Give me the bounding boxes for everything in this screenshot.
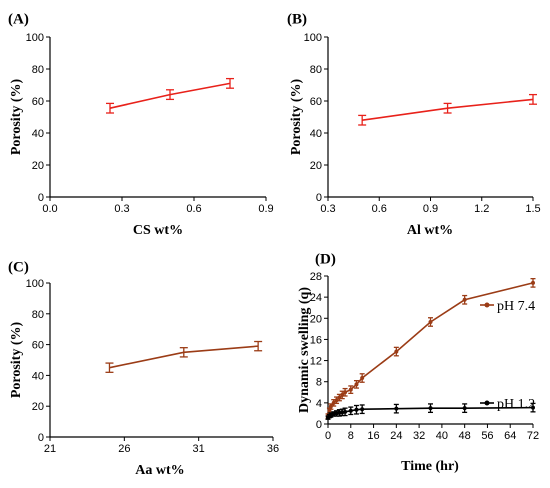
y-tick-label: 20 bbox=[310, 160, 322, 172]
panel-label: (C) bbox=[8, 259, 29, 275]
series-0 bbox=[358, 93, 537, 126]
y-axis-label: Porosity (%) bbox=[9, 321, 24, 398]
y-tick-label: 28 bbox=[310, 271, 322, 283]
y-tick-label: 0 bbox=[38, 432, 44, 444]
panel-label: (A) bbox=[8, 11, 29, 27]
legend-marker bbox=[484, 400, 490, 406]
x-tick-label: 0.3 bbox=[114, 203, 129, 215]
x-tick-label: 16 bbox=[367, 430, 379, 442]
x-axis-label: Aa wt% bbox=[135, 463, 184, 478]
x-tick-label: 8 bbox=[348, 430, 354, 442]
panel-a: (A) 0.0 0.3 0.6 0.9 0 20 40 60 80 100 CS wt% Porosit… bbox=[8, 11, 274, 238]
data-point bbox=[348, 387, 353, 392]
legend-label: pH 1.2 bbox=[497, 397, 535, 412]
data-point bbox=[394, 406, 399, 411]
x-tick-label: 40 bbox=[436, 430, 448, 442]
x-tick-label: 0.0 bbox=[42, 203, 57, 215]
y-tick-label: 80 bbox=[32, 309, 44, 321]
y-tick-label: 16 bbox=[310, 334, 322, 346]
data-point bbox=[428, 319, 433, 324]
x-tick-label: 0.9 bbox=[423, 203, 438, 215]
panel-label: (D) bbox=[315, 251, 336, 267]
y-tick-label: 20 bbox=[310, 313, 322, 325]
y-tick-label: 60 bbox=[32, 96, 44, 108]
data-point bbox=[428, 406, 433, 411]
x-axis-label: Al wt% bbox=[407, 223, 453, 238]
y-tick-label: 20 bbox=[32, 401, 44, 413]
y-tick-label: 100 bbox=[26, 278, 44, 290]
x-tick-label: 56 bbox=[481, 430, 493, 442]
series-ph-7-4: pH 7.4 bbox=[325, 277, 536, 419]
x-tick-label: 32 bbox=[413, 430, 425, 442]
panel-b: (B) 0.3 0.6 0.9 1.2 1.5 0 20 40 60 80 100 Al wt% Poro… bbox=[287, 11, 541, 238]
y-tick-label: 80 bbox=[32, 64, 44, 76]
x-axis-label: CS wt% bbox=[133, 223, 183, 238]
data-point bbox=[462, 297, 467, 302]
x-tick-label: 24 bbox=[390, 430, 402, 442]
x-tick-label: 0.9 bbox=[258, 203, 273, 215]
data-point bbox=[343, 390, 348, 395]
series-0 bbox=[105, 340, 263, 373]
data-point bbox=[531, 280, 535, 285]
y-tick-label: 100 bbox=[26, 32, 44, 44]
y-tick-label: 40 bbox=[32, 370, 44, 382]
y-tick-label: 60 bbox=[310, 96, 322, 108]
x-tick-label: 31 bbox=[193, 443, 205, 455]
y-tick-label: 80 bbox=[310, 64, 322, 76]
y-axis-label: Porosity (%) bbox=[9, 78, 24, 155]
data-point bbox=[360, 407, 365, 412]
y-tick-label: 24 bbox=[310, 292, 322, 304]
x-tick-label: 0 bbox=[325, 430, 331, 442]
panel-label: (B) bbox=[287, 11, 307, 27]
x-tick-label: 26 bbox=[118, 443, 130, 455]
data-point bbox=[348, 408, 353, 413]
x-tick-label: 0.3 bbox=[320, 203, 335, 215]
y-tick-label: 40 bbox=[32, 128, 44, 140]
y-tick-label: 0 bbox=[38, 192, 44, 204]
y-tick-label: 20 bbox=[32, 160, 44, 172]
x-tick-label: 1.2 bbox=[474, 203, 489, 215]
y-tick-label: 0 bbox=[316, 419, 322, 431]
y-tick-label: 4 bbox=[316, 398, 322, 410]
series-ph-1-2: pH 1.2 bbox=[325, 397, 536, 420]
x-axis-label: Time (hr) bbox=[401, 459, 459, 474]
data-point bbox=[462, 406, 467, 411]
y-tick-label: 12 bbox=[310, 356, 322, 368]
x-tick-label: 0.6 bbox=[372, 203, 387, 215]
legend-label: pH 7.4 bbox=[497, 299, 535, 314]
x-tick-label: 48 bbox=[459, 430, 471, 442]
x-tick-label: 1.5 bbox=[525, 203, 540, 215]
y-axis-label: Porosity (%) bbox=[289, 78, 304, 155]
y-tick-label: 60 bbox=[32, 340, 44, 352]
y-axis-label: Dynamic swelling (q) bbox=[297, 287, 312, 413]
x-tick-label: 0.6 bbox=[186, 203, 201, 215]
y-tick-label: 40 bbox=[310, 128, 322, 140]
y-tick-label: 8 bbox=[316, 377, 322, 389]
data-point bbox=[343, 409, 348, 414]
y-tick-label: 100 bbox=[304, 32, 322, 44]
data-point bbox=[360, 376, 365, 381]
x-tick-label: 64 bbox=[504, 430, 516, 442]
x-tick-label: 36 bbox=[267, 443, 279, 455]
x-tick-label: 72 bbox=[527, 430, 539, 442]
panel-c: (C) 21 26 31 36 0 20 40 60 80 100 Aa wt% Porosity (%… bbox=[8, 259, 279, 478]
data-point bbox=[354, 382, 359, 387]
data-point bbox=[354, 407, 359, 412]
legend-marker bbox=[484, 302, 490, 308]
data-point bbox=[394, 349, 399, 354]
series-0 bbox=[106, 77, 234, 114]
data-point bbox=[531, 405, 535, 410]
x-tick-label: 21 bbox=[44, 443, 56, 455]
y-tick-label: 0 bbox=[316, 192, 322, 204]
